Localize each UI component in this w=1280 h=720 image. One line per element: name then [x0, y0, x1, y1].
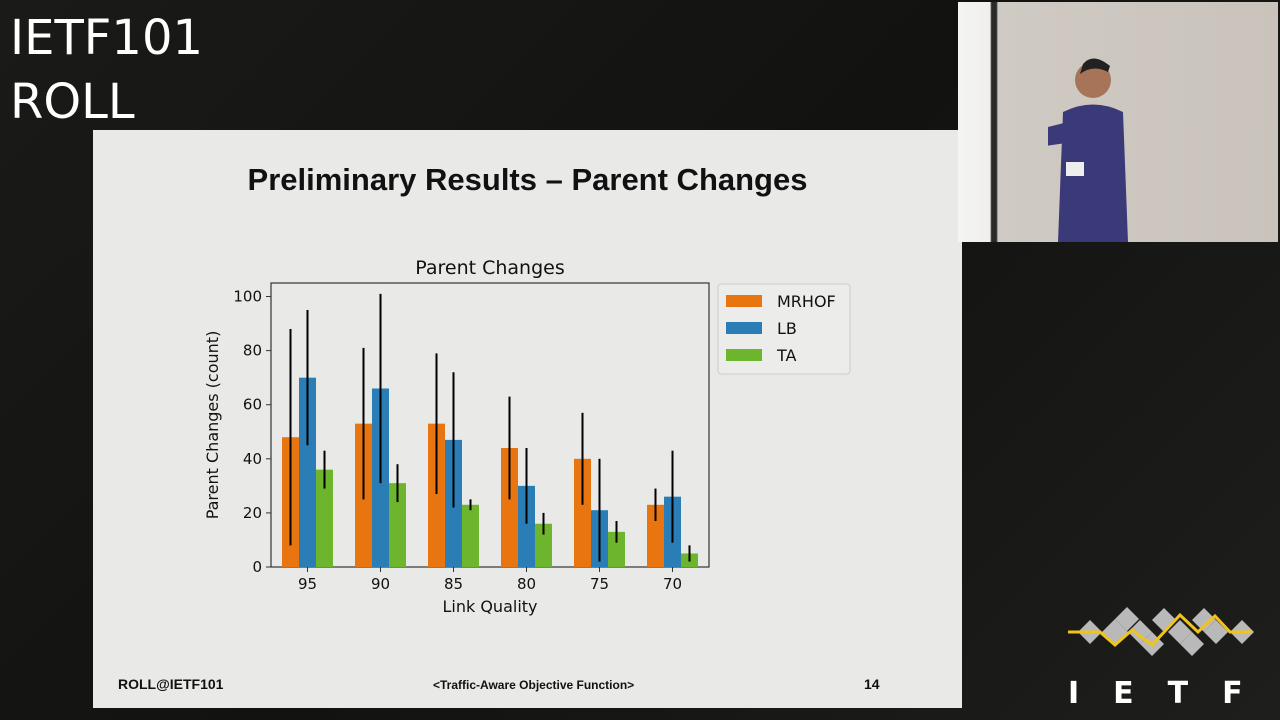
slide-title: Preliminary Results – Parent Changes — [247, 162, 808, 197]
y-tick-label: 100 — [233, 288, 262, 306]
presentation-slide: Preliminary Results – Parent Changes Par… — [93, 130, 962, 708]
bar-ta — [462, 504, 479, 567]
y-axis-label: Parent Changes (count) — [203, 331, 222, 520]
bar-ta — [316, 469, 333, 567]
y-tick-label: 80 — [243, 342, 262, 360]
x-tick-label: 80 — [517, 575, 536, 593]
x-tick-label: 85 — [444, 575, 463, 593]
x-tick-label: 75 — [590, 575, 609, 593]
bar-lb — [518, 485, 535, 567]
chart-title: Parent Changes — [415, 257, 565, 279]
bar-lb — [299, 377, 316, 567]
overlay-wg: ROLL — [10, 74, 135, 130]
bar-mrhof — [428, 423, 445, 567]
y-tick-label: 40 — [243, 450, 262, 468]
x-tick-label: 70 — [663, 575, 682, 593]
bar-mrhof — [647, 504, 664, 567]
page-number: 14 — [864, 676, 880, 692]
overlay-event: IETF101 — [10, 10, 204, 66]
y-tick-label: 60 — [243, 396, 262, 414]
x-axis-label: Link Quality — [442, 597, 537, 616]
legend-label-lb: LB — [777, 319, 797, 338]
x-tick-label: 90 — [371, 575, 390, 593]
bar-ta — [535, 523, 552, 567]
ietf-logo: IETF — [1068, 607, 1260, 710]
legend: MRHOF LB TA — [717, 283, 851, 375]
legend-swatch-ta — [726, 349, 762, 361]
x-tick-label: 95 — [298, 575, 317, 593]
bar-mrhof — [501, 447, 518, 567]
bar-mrhof — [574, 458, 591, 567]
legend-swatch-lb — [726, 322, 762, 334]
speaker-figure — [1048, 58, 1128, 242]
footer-center: <Traffic-Aware Objective Function> — [433, 678, 635, 692]
plot-frame — [270, 282, 710, 568]
legend-label-ta: TA — [776, 346, 797, 365]
session-overlay: IETF101 ROLL — [10, 6, 203, 134]
bar-chart: Parent Changes Link Quality Parent Chang… — [203, 257, 851, 616]
bar-ta — [389, 483, 406, 567]
y-tick-label: 0 — [252, 558, 262, 576]
speaker-camera-feed — [958, 2, 1278, 242]
footer-left: ROLL@IETF101 — [118, 676, 224, 692]
legend-swatch-mrhof — [726, 295, 762, 307]
bar-ta — [608, 531, 625, 567]
y-tick-label: 20 — [243, 504, 262, 522]
legend-label-mrhof: MRHOF — [777, 292, 836, 311]
ietf-logo-text: IETF — [1068, 676, 1260, 710]
